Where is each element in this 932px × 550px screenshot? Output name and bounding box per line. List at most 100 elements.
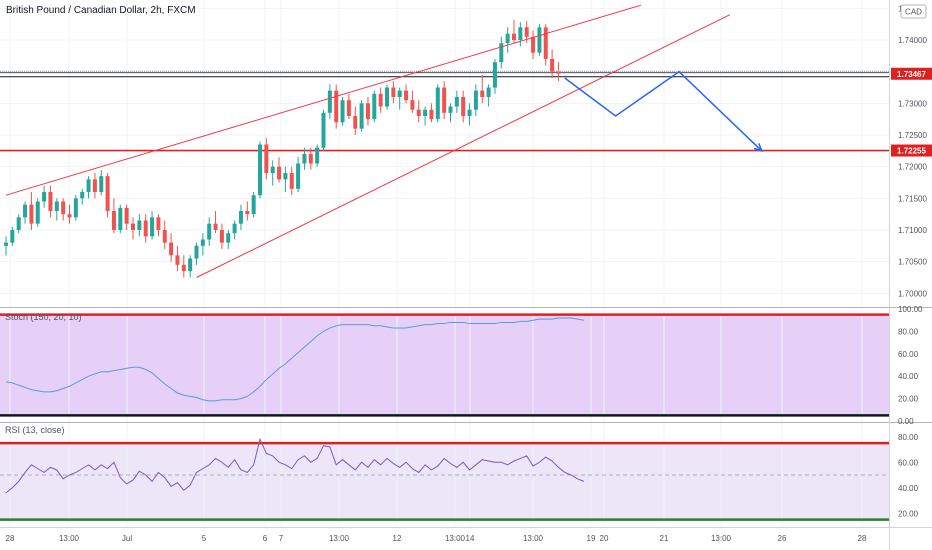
candle-body — [42, 192, 47, 202]
candle-body — [531, 36, 536, 53]
channel-line — [5, 4, 642, 196]
candle-body — [410, 100, 415, 110]
candle-body — [385, 87, 389, 107]
candle-body — [188, 258, 193, 272]
candle-body — [156, 217, 161, 230]
price-tick-label: 1.73000 — [898, 99, 927, 108]
candle-body — [296, 163, 301, 189]
candle-body — [378, 93, 383, 107]
candle-body — [207, 223, 212, 240]
candle-body — [23, 204, 28, 218]
rsi-tick-label: 40.00 — [898, 484, 919, 493]
stoch-tick-label: 0.00 — [898, 417, 914, 426]
horizontal-grid — [0, 7, 889, 294]
candle-body — [505, 33, 510, 44]
stoch-tick-label: 60.00 — [898, 350, 919, 359]
price-tick-label: 1.71000 — [898, 226, 927, 235]
time-tick-label: 13:00 — [711, 534, 732, 543]
rsi-tick-label: 20.00 — [898, 509, 919, 518]
rsi-tick-label: 80.00 — [898, 433, 919, 442]
candle-body — [226, 233, 231, 243]
channel-lines — [5, 4, 731, 278]
stoch-pane-bg — [0, 314, 889, 416]
candle-body — [143, 220, 148, 237]
time-tick-label: 7 — [279, 534, 284, 543]
candle-body — [29, 204, 34, 224]
candle-body — [264, 144, 269, 173]
candle-body — [10, 230, 15, 243]
price-tag-label: 1.72255 — [897, 147, 926, 156]
candle-body — [391, 87, 396, 97]
channel-line — [196, 14, 731, 278]
candle-body — [80, 192, 85, 199]
candle-body — [92, 179, 97, 192]
price-tick-label: 1.72000 — [898, 163, 927, 172]
time-tick-label: 19 — [587, 534, 596, 543]
price-tick-label: 1.74000 — [898, 36, 927, 45]
candle-body — [518, 27, 523, 40]
candle-body — [480, 90, 485, 97]
candle-body — [448, 106, 453, 113]
candle-body — [99, 176, 104, 192]
candle-body — [486, 87, 491, 97]
candle-body — [73, 198, 78, 218]
time-tick-label: 28 — [6, 534, 15, 543]
rsi-axis-labels: 80.00 60.00 40.00 20.00 — [898, 433, 919, 519]
candle-body — [353, 116, 358, 129]
time-tick-label: 6 — [263, 534, 268, 543]
candle-body — [454, 97, 459, 107]
stoch-bands — [0, 313, 889, 417]
rsi-line — [5, 437, 585, 494]
time-tick-label: 21 — [660, 534, 669, 543]
candle-body — [302, 154, 307, 164]
candle-body — [321, 112, 326, 148]
candle-body — [467, 109, 472, 116]
candle-body — [175, 255, 180, 265]
price-tick-label: 1.70500 — [898, 258, 927, 267]
time-tick-label: Jul — [122, 534, 132, 543]
candle-body — [61, 201, 66, 215]
candle-body — [429, 109, 434, 120]
time-tick-label: 20 — [600, 534, 609, 543]
candle-body — [499, 43, 504, 63]
time-axis-labels: 28 13:00 Jul 5 6 7 13:00 12 13:00 14 13:00 19 20 21 13… — [6, 534, 867, 543]
candle-body — [169, 242, 174, 256]
candle-body — [54, 201, 59, 211]
candle-body — [4, 242, 8, 246]
candle-body — [35, 201, 40, 224]
currency-button[interactable]: CAD — [900, 4, 927, 19]
stoch-tick-label: 100.00 — [898, 305, 923, 314]
price-tag — [891, 144, 932, 157]
candle-body — [124, 207, 129, 224]
time-tick-label: 13:00 — [59, 534, 80, 543]
candle-body — [16, 217, 21, 230]
price-tick-label: 1.72500 — [898, 131, 927, 140]
candle-body — [365, 103, 370, 120]
candle-body — [416, 109, 421, 116]
candle-body — [150, 217, 155, 237]
horizontal-levels — [0, 70, 889, 152]
candle-body — [105, 176, 110, 211]
candle-body — [131, 223, 135, 230]
candle-body — [213, 223, 218, 230]
candle-body — [194, 245, 199, 259]
chart-title: British Pound / Canadian Dollar, 2h, FXC… — [6, 5, 196, 16]
candle-body — [543, 27, 548, 59]
candle-body — [461, 97, 466, 116]
rsi-series — [5, 437, 585, 494]
candle-body — [277, 166, 282, 180]
projection-arrowhead — [753, 143, 763, 153]
candle-body — [270, 166, 275, 173]
candle-body — [283, 173, 288, 180]
candle-body — [219, 230, 224, 243]
price-tag — [891, 67, 932, 80]
candle-body — [340, 100, 345, 123]
candle-body — [346, 100, 351, 116]
candle-body — [524, 27, 529, 37]
candle-body — [550, 59, 555, 72]
vertical-grid — [9, 0, 863, 527]
candle-body — [181, 264, 186, 272]
stoch-tick-label: 80.00 — [898, 327, 919, 336]
price-tags: 1.73467 1.72255 — [891, 67, 932, 157]
